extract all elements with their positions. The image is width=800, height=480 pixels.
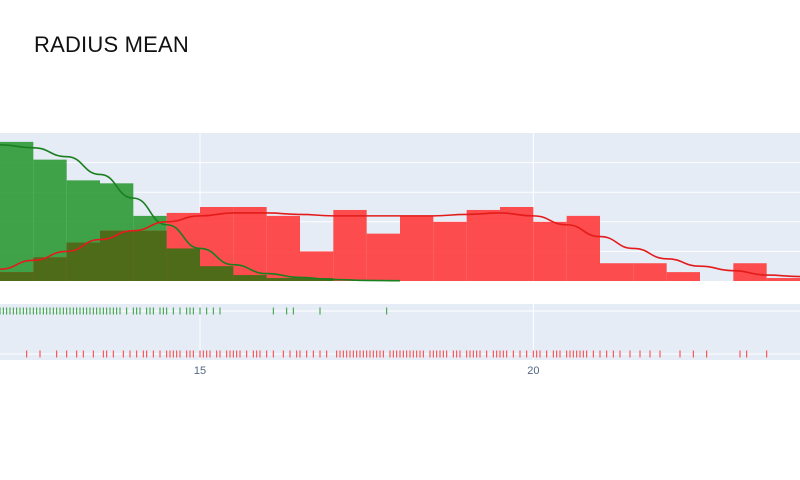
bar-series1-20 [666, 272, 700, 281]
bar-overlap-4 [133, 230, 167, 281]
bar-overlap-3 [100, 230, 134, 281]
x-tick-label-0: 15 [194, 365, 206, 377]
bar-series1-12 [400, 215, 434, 281]
histogram-bars [0, 141, 800, 281]
kde-curve-series0 [0, 144, 401, 282]
bar-series0-0 [0, 141, 34, 281]
x-tick-label-1: 20 [527, 365, 539, 377]
bar-series1-23 [766, 278, 800, 281]
rug-marks [0, 307, 768, 358]
bar-series1-17 [566, 215, 600, 281]
kde-curves [0, 144, 800, 282]
bar-overlap-6 [200, 266, 234, 281]
bar-overlap-1 [33, 257, 67, 281]
x-axis-ticks: 15 20 [194, 365, 540, 377]
bar-series1-10 [333, 209, 367, 281]
bar-overlap-7 [233, 275, 267, 281]
bar-series1-19 [633, 263, 667, 281]
bar-overlap-0 [0, 272, 34, 281]
bar-overlap-9 [300, 278, 334, 281]
bar-overlap-2 [66, 242, 100, 281]
bar-series1-13 [433, 221, 467, 281]
kde-curve-series1 [0, 212, 800, 278]
bar-series1-15 [500, 207, 534, 281]
bar-series1-11 [366, 233, 400, 281]
bar-series1-9 [300, 251, 334, 281]
bar-overlap-5 [166, 248, 200, 281]
chart-title: RADIUS MEAN [34, 32, 189, 57]
bar-series1-8 [266, 215, 300, 281]
bar-series1-14 [466, 209, 500, 281]
bar-overlap-8 [266, 278, 300, 281]
bar-series1-18 [600, 263, 634, 281]
bar-series1-16 [533, 221, 567, 281]
